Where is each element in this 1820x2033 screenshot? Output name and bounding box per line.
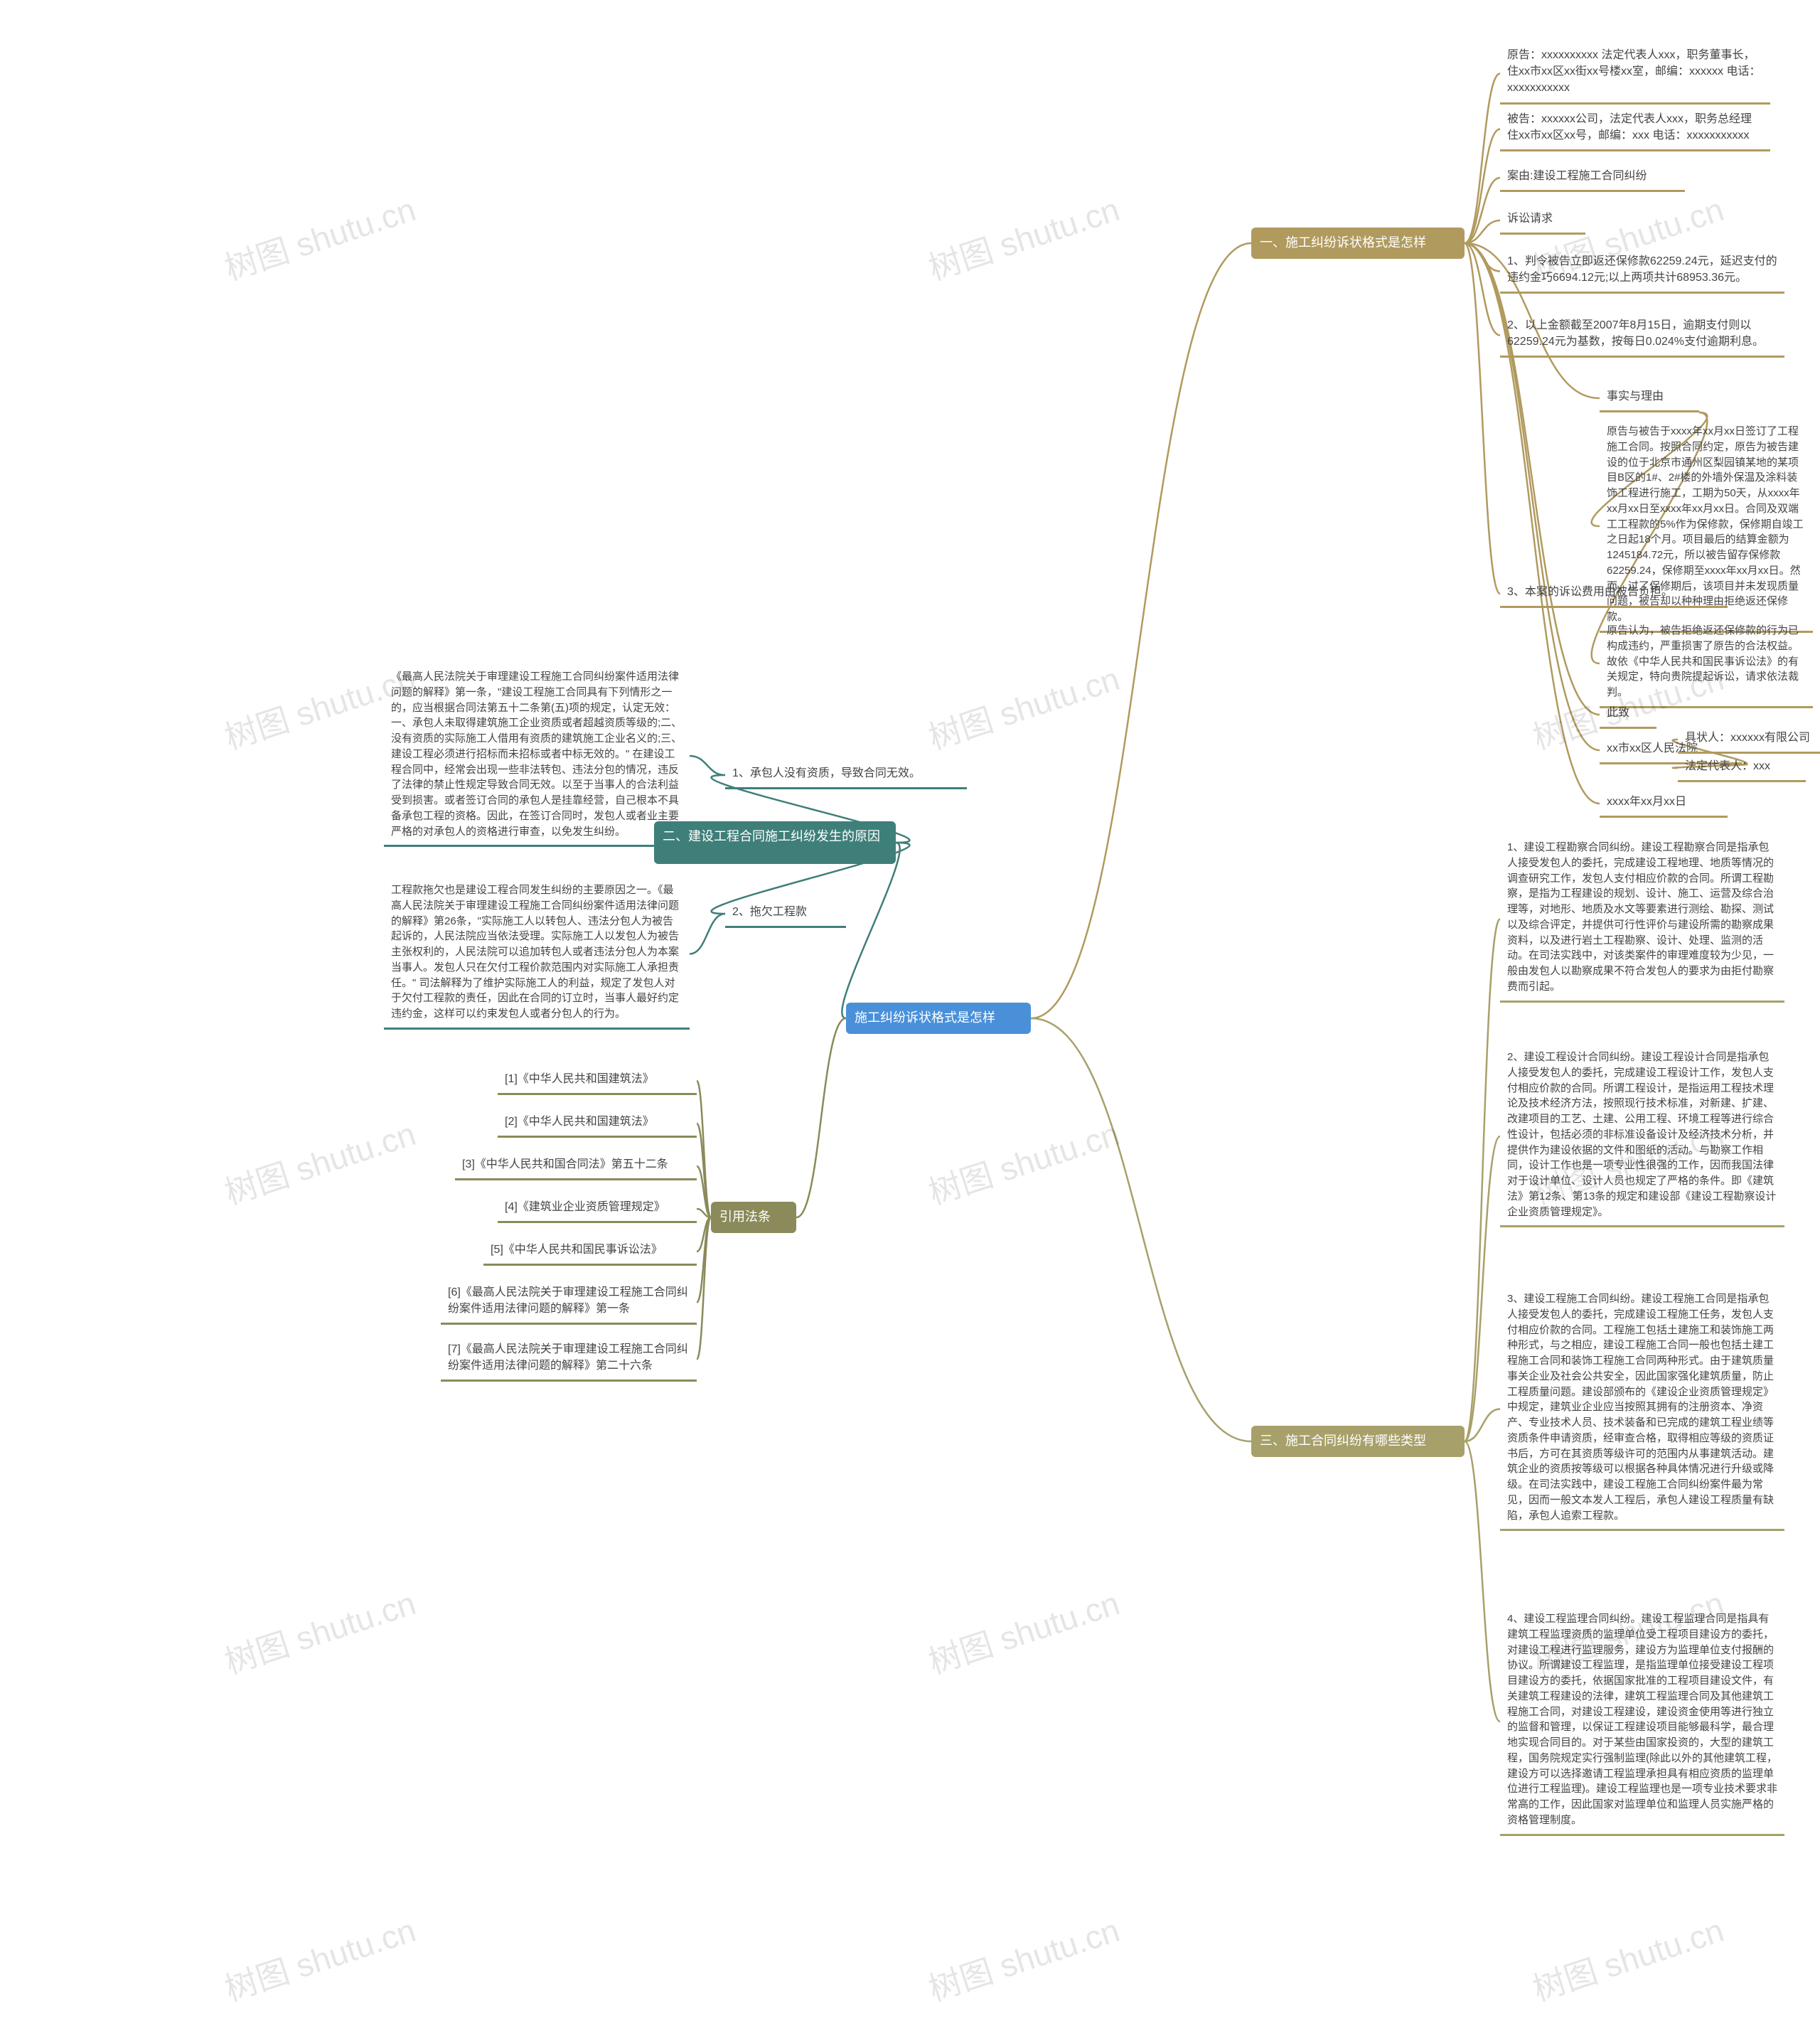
root-node[interactable]: 施工纠纷诉状格式是怎样	[846, 1003, 1031, 1034]
law-5: [5]《中华人民共和国民事诉讼法》	[483, 1237, 697, 1266]
s2-reason-2-detail: 工程款拖欠也是建设工程合同发生纠纷的主要原因之一。《最高人民法院关于审理建设工程…	[384, 878, 690, 1030]
s1-demand-1: 1、判令被告立即返还保修款62259.24元，延迟支付的违约金巧6694.12元…	[1500, 249, 1784, 294]
s3-type-1: 1、建设工程勘察合同纠纷。建设工程勘察合同是指承包人接受发包人的委托，完成建设工…	[1500, 836, 1784, 1003]
section-2-title[interactable]: 二、建设工程合同施工纠纷发生的原因	[654, 821, 896, 864]
s1-facts-title: 事实与理由	[1600, 384, 1699, 412]
law-6: [6]《最高人民法院关于审理建设工程施工合同纠纷案件适用法律问题的解释》第一条	[441, 1280, 697, 1325]
watermark: 树图 shutu.cn	[922, 1109, 1125, 1215]
watermark: 树图 shutu.cn	[218, 1905, 421, 2011]
s1-defendant: 被告：xxxxxx公司，法定代表人xxx，职务总经理 住xx市xx区xx号，邮编…	[1500, 107, 1770, 151]
law-4: [4]《建筑业企业资质管理规定》	[498, 1195, 697, 1223]
section-1-title[interactable]: 一、施工纠纷诉状格式是怎样	[1251, 228, 1465, 259]
s3-type-4: 4、建设工程监理合同纠纷。建设工程监理合同是指具有建筑工程监理资质的监理单位受工…	[1500, 1607, 1784, 1836]
s3-type-2: 2、建设工程设计合同纠纷。建设工程设计合同是指承包人接受发包人的委托，完成建设工…	[1500, 1045, 1784, 1227]
s1-demand-2: 2、以上金额截至2007年8月15日，逾期支付则以62259.24元为基数，按每…	[1500, 313, 1784, 358]
s2-reason-1-detail: 《最高人民法院关于审理建设工程施工合同纠纷案件适用法律问题的解释》第一条，"建设…	[384, 665, 690, 847]
watermark: 树图 shutu.cn	[218, 1578, 421, 1684]
s1-legalrep: 法定代表人：xxx	[1678, 754, 1806, 782]
s1-signer: 具状人：xxxxxx有限公司	[1678, 725, 1820, 754]
s1-demand-3: 3、本案的诉讼费用由被告负担。	[1500, 580, 1728, 608]
law-2: [2]《中华人民共和国建筑法》	[498, 1109, 697, 1138]
watermark: 树图 shutu.cn	[922, 1578, 1125, 1684]
s3-type-3: 3、建设工程施工合同纠纷。建设工程施工合同是指承包人接受发包人的委托，完成建设工…	[1500, 1287, 1784, 1531]
s1-facts-b: 原告认为，被告拒绝返还保修款的行为已构成违约，严重损害了原告的合法权益。故依《中…	[1600, 619, 1813, 708]
law-7: [7]《最高人民法院关于审理建设工程施工合同纠纷案件适用法律问题的解释》第二十六…	[441, 1337, 697, 1382]
watermark: 树图 shutu.cn	[922, 184, 1125, 290]
watermark: 树图 shutu.cn	[218, 184, 421, 290]
s1-date: xxxx年xx月xx日	[1600, 789, 1728, 818]
s1-demand-title: 诉讼请求	[1500, 206, 1585, 235]
laws-title[interactable]: 引用法条	[711, 1202, 796, 1233]
watermark: 树图 shutu.cn	[922, 1905, 1125, 2011]
s2-reason-2: 2、拖欠工程款	[725, 900, 846, 928]
section-3-title[interactable]: 三、施工合同纠纷有哪些类型	[1251, 1426, 1465, 1457]
s1-plaintiff: 原告：xxxxxxxxxx 法定代表人xxx，职务董事长，住xx市xx区xx街x…	[1500, 43, 1770, 105]
s1-cause: 案由:建设工程施工合同纠纷	[1500, 164, 1685, 192]
watermark: 树图 shutu.cn	[1526, 1905, 1729, 2011]
law-3: [3]《中华人民共和国合同法》第五十二条	[455, 1152, 697, 1180]
watermark: 树图 shutu.cn	[922, 653, 1125, 759]
s2-reason-1: 1、承包人没有资质，导致合同无效。	[725, 761, 967, 789]
s1-to: 此致	[1600, 700, 1656, 729]
watermark: 树图 shutu.cn	[218, 1109, 421, 1215]
law-1: [1]《中华人民共和国建筑法》	[498, 1067, 697, 1095]
